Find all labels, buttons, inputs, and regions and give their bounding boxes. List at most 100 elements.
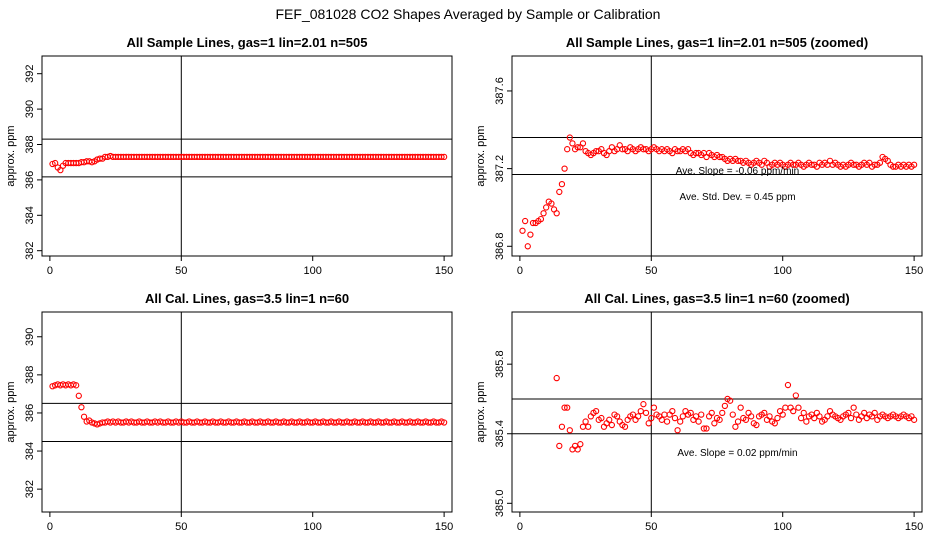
data-point	[674, 427, 681, 434]
data-point	[650, 404, 658, 411]
data-point	[519, 227, 526, 234]
data-point	[703, 425, 710, 432]
data-point	[889, 163, 897, 170]
data-point	[606, 416, 613, 423]
x-tick-label: 100	[774, 521, 792, 533]
data-point	[556, 188, 563, 196]
panel-title: All Cal. Lines, gas=3.5 lin=1 n=60	[145, 291, 349, 306]
data-point	[669, 407, 676, 415]
data-point	[553, 210, 560, 217]
data-point	[75, 392, 82, 399]
data-point	[585, 423, 592, 430]
x-tick-label: 0	[47, 521, 53, 533]
data-point	[569, 140, 576, 147]
data-point	[729, 411, 736, 418]
data-point	[635, 413, 642, 420]
data-point	[721, 402, 729, 410]
data-point	[811, 414, 818, 422]
data-point	[640, 401, 647, 408]
y-tick-label: 392	[24, 65, 36, 83]
annotation-text: Ave. Slope = 0.02 ppm/min	[677, 448, 797, 459]
y-tick-label: 385.0	[494, 490, 506, 518]
data-point	[708, 409, 715, 417]
data-point	[527, 231, 534, 238]
data-point	[521, 217, 529, 225]
data-point	[800, 409, 807, 417]
y-tick-label: 387.6	[494, 77, 506, 105]
data-point	[613, 413, 621, 420]
data-point	[608, 421, 616, 429]
x-tick-label: 0	[517, 265, 523, 277]
data-point	[876, 159, 884, 166]
data-point	[78, 404, 85, 411]
data-point	[440, 419, 448, 426]
data-point	[695, 418, 702, 425]
y-tick-label: 386.8	[494, 233, 506, 261]
data-point	[619, 146, 626, 153]
x-tick-label: 150	[905, 521, 923, 533]
data-point	[853, 411, 860, 418]
data-point	[732, 423, 739, 430]
data-point	[57, 167, 64, 174]
data-point	[808, 161, 815, 168]
data-point	[658, 416, 665, 423]
y-tick-label: 382	[24, 480, 36, 498]
data-point	[537, 215, 545, 223]
data-point	[661, 411, 668, 418]
plot-frame	[511, 55, 923, 257]
data-point	[592, 407, 600, 415]
x-tick-label: 50	[175, 521, 187, 533]
data-point	[784, 381, 792, 389]
data-point	[850, 404, 857, 411]
x-tick-label: 0	[47, 265, 53, 277]
data-point	[824, 413, 831, 420]
data-point	[766, 413, 773, 420]
data-point	[871, 161, 878, 168]
data-point	[797, 414, 805, 422]
data-point	[548, 200, 555, 207]
panel-1: All Sample Lines, gas=1 lin=2.01 n=505 0 5…	[5, 35, 453, 277]
y-axis-label: approx. ppm	[475, 381, 487, 442]
data-point	[761, 409, 768, 417]
y-axis-label: approx. ppm	[5, 125, 17, 186]
plot-frame	[511, 311, 923, 513]
data-point	[574, 446, 581, 453]
data-point	[51, 159, 59, 167]
data-point	[698, 411, 705, 418]
x-tick-label: 100	[304, 265, 322, 277]
y-tick-label: 386	[24, 404, 36, 422]
data-point	[73, 382, 80, 389]
data-point	[663, 418, 671, 425]
y-tick-label: 385.8	[494, 350, 506, 378]
data-point	[566, 134, 573, 141]
annotation-text: Ave. Std. Dev. = 0.45 ppm	[679, 192, 795, 203]
x-tick-label: 100	[774, 265, 792, 277]
data-point	[716, 153, 723, 161]
panel-title: All Cal. Lines, gas=3.5 lin=1 n=60 (zoom…	[584, 291, 850, 306]
data-point	[558, 181, 566, 188]
data-point	[737, 404, 744, 411]
data-point	[642, 409, 650, 417]
x-tick-label: 100	[304, 521, 322, 533]
y-axis-label: approx. ppm	[475, 125, 487, 186]
data-point	[553, 374, 560, 382]
data-point	[753, 421, 760, 429]
data-point	[524, 243, 531, 250]
data-point	[648, 414, 655, 422]
x-tick-label: 0	[517, 521, 523, 533]
x-tick-label: 50	[645, 521, 657, 533]
figure-title: FEF_081028 CO2 Shapes Averaged by Sample…	[276, 6, 661, 22]
data-point	[790, 407, 797, 415]
data-point	[850, 161, 857, 168]
data-point	[556, 442, 563, 450]
data-point	[592, 147, 600, 155]
data-point	[561, 404, 568, 411]
data-point	[782, 404, 789, 411]
data-point	[637, 407, 644, 415]
data-point	[679, 413, 686, 420]
data-point	[771, 420, 778, 427]
data-point	[795, 404, 802, 411]
panel-4: All Cal. Lines, gas=3.5 lin=1 n=60 (zoom…	[475, 291, 923, 533]
data-point	[629, 411, 637, 418]
